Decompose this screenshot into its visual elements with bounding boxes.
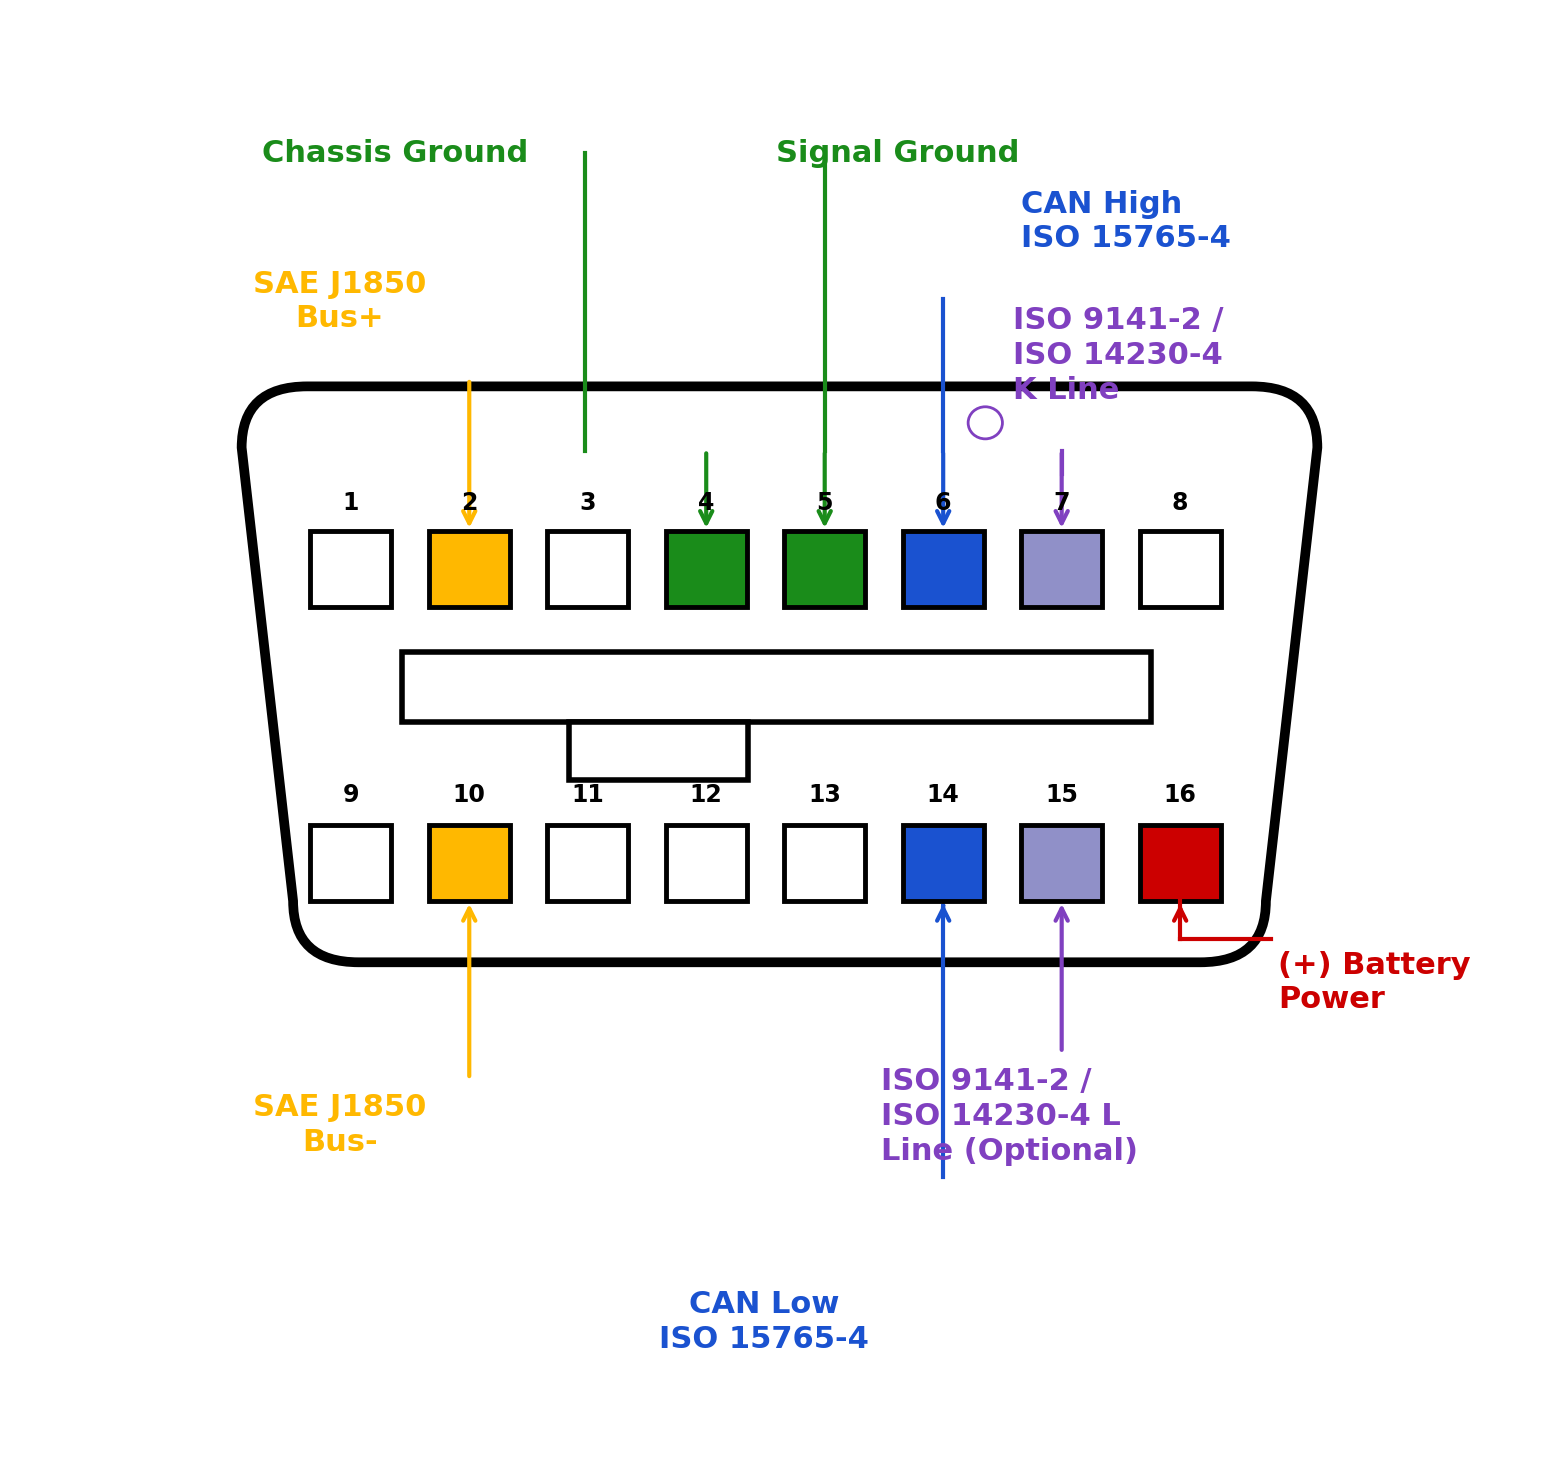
Text: ISO 9141-2 /
ISO 14230-4
K Line: ISO 9141-2 / ISO 14230-4 K Line (1013, 306, 1224, 405)
Bar (547, 825, 628, 901)
Bar (310, 531, 391, 607)
Bar (547, 531, 628, 607)
Bar (903, 825, 984, 901)
Text: 16: 16 (1163, 783, 1197, 806)
Text: 10: 10 (452, 783, 486, 806)
Bar (569, 722, 748, 780)
Text: 7: 7 (1054, 491, 1069, 515)
Text: 3: 3 (580, 491, 596, 515)
Bar (903, 531, 984, 607)
Text: Signal Ground: Signal Ground (776, 139, 1020, 168)
Text: CAN Low
ISO 15765-4: CAN Low ISO 15765-4 (659, 1290, 868, 1354)
Bar (666, 825, 747, 901)
Bar (429, 531, 510, 607)
Text: 14: 14 (926, 783, 960, 806)
Text: (+) Battery
Power: (+) Battery Power (1278, 951, 1472, 1015)
Bar (1140, 825, 1221, 901)
Text: 13: 13 (808, 783, 842, 806)
Text: SAE J1850
Bus-: SAE J1850 Bus- (253, 1094, 427, 1158)
Text: 5: 5 (817, 491, 833, 515)
Bar (784, 531, 865, 607)
Text: 1: 1 (343, 491, 359, 515)
Text: 6: 6 (935, 491, 951, 515)
Text: SAE J1850
Bus+: SAE J1850 Bus+ (253, 270, 427, 334)
Bar (1021, 825, 1102, 901)
Bar (1021, 531, 1102, 607)
Text: Chassis Ground: Chassis Ground (262, 139, 529, 168)
Text: 4: 4 (698, 491, 714, 515)
Bar (784, 825, 865, 901)
PathPatch shape (242, 386, 1317, 962)
Text: 2: 2 (461, 491, 477, 515)
Bar (310, 825, 391, 901)
Text: ISO 9141-2 /
ISO 14230-4 L
Line (Optional): ISO 9141-2 / ISO 14230-4 L Line (Optiona… (881, 1067, 1138, 1166)
Bar (666, 531, 747, 607)
Bar (402, 652, 1151, 722)
Text: 15: 15 (1045, 783, 1079, 806)
Text: 9: 9 (343, 783, 359, 806)
Text: CAN High
ISO 15765-4: CAN High ISO 15765-4 (1021, 190, 1232, 254)
Text: 8: 8 (1172, 491, 1188, 515)
Bar (1140, 531, 1221, 607)
Text: 11: 11 (571, 783, 605, 806)
Bar (429, 825, 510, 901)
Text: 12: 12 (689, 783, 723, 806)
